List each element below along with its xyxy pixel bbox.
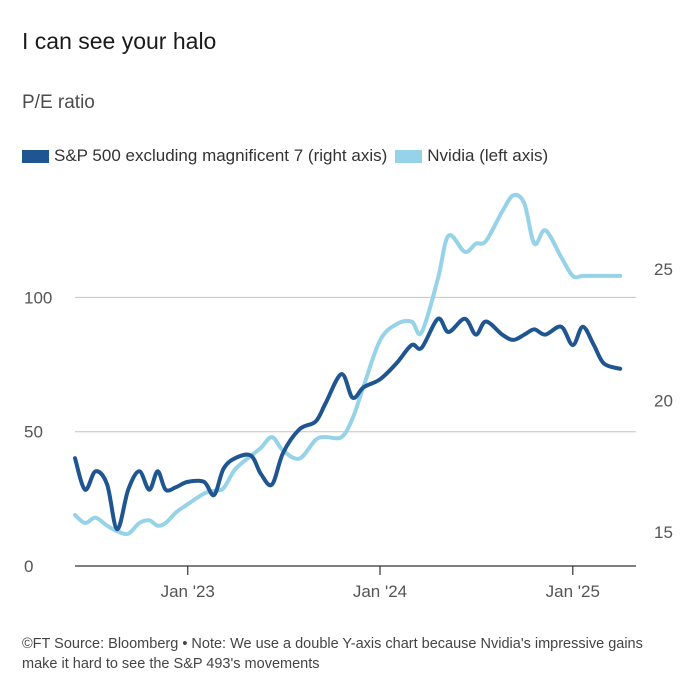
x-tick-label: Jan '24 [353,582,407,601]
chart-title: I can see your halo [22,28,217,54]
left-y-tick-label: 0 [24,557,33,576]
right-y-tick-label: 15 [654,523,673,542]
x-tick-label: Jan '25 [546,582,600,601]
legend-label-sp500: S&P 500 excluding magnificent 7 (right a… [54,146,388,165]
series-lines [73,192,623,537]
series-line-sp500 [73,316,623,532]
footer-note: ©FT Source: Bloomberg • Note: We use a d… [22,636,643,672]
legend: S&P 500 excluding magnificent 7 (right a… [22,146,556,166]
right-y-tick-label: 20 [654,391,673,410]
series-line-nvidia [73,192,623,537]
legend-item-nvidia: Nvidia (left axis) [395,146,548,166]
legend-swatch-sp500 [22,149,49,163]
right-y-tick-label: 25 [654,260,673,279]
x-tick-label: Jan '23 [161,582,215,601]
gridlines [75,296,636,433]
legend-swatch-nvidia [395,149,423,163]
tick-labels: Jan '23 Jan '24 Jan '25 0 50 100 15 20 25 [24,260,673,601]
axes [75,565,636,575]
chart-subtitle: P/E ratio [22,92,95,113]
legend-item-sp500: S&P 500 excluding magnificent 7 (right a… [22,146,387,166]
legend-label-nvidia: Nvidia (left axis) [427,146,549,165]
left-y-tick-label: 50 [24,423,43,442]
left-y-tick-label: 100 [24,288,52,307]
